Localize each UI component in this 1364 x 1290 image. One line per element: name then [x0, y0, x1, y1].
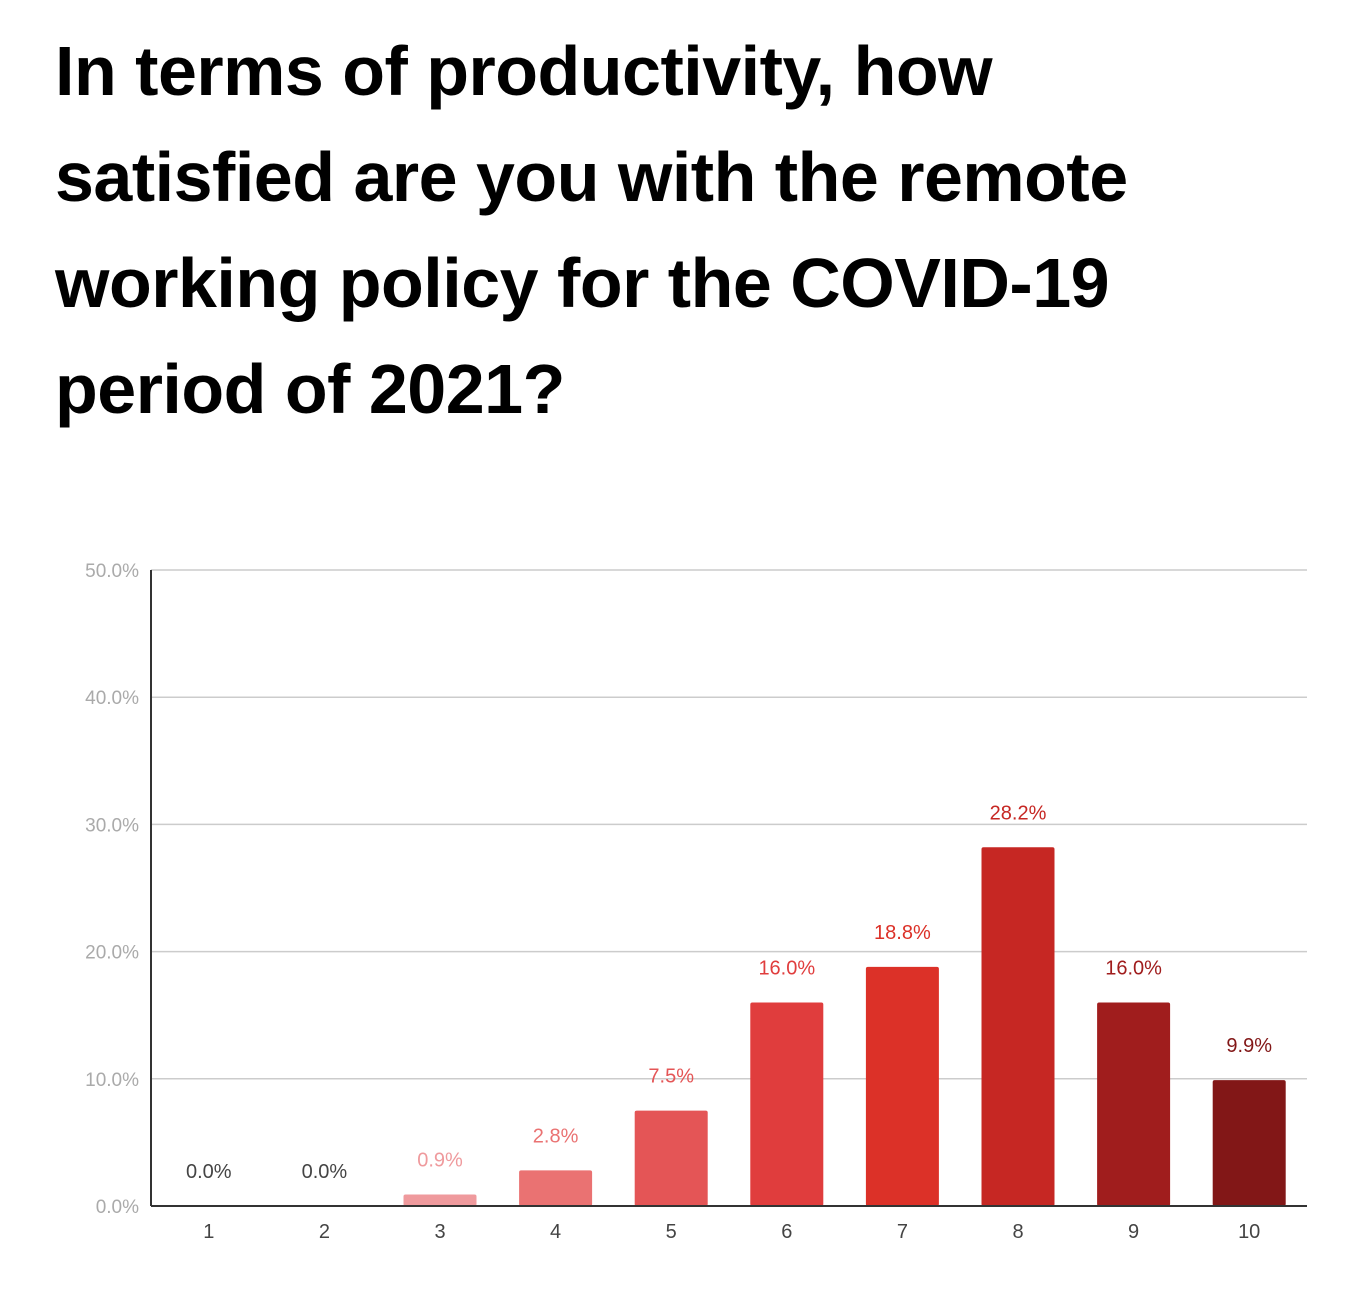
y-tick-label: 30.0% — [85, 815, 139, 836]
y-tick-label: 20.0% — [85, 943, 139, 964]
axes — [150, 570, 1307, 1207]
y-tick-label: 0.0% — [96, 1197, 139, 1218]
x-axis-tick-labels: 1 2 3 4 5 6 7 8 9 10 — [203, 1221, 1260, 1243]
bar-value-label: 0.0% — [186, 1161, 232, 1183]
bar-value-label: 18.8% — [874, 922, 931, 944]
bar-value-label: 0.9% — [417, 1150, 463, 1172]
y-axis-tick-labels: 0.0% 10.0% 20.0% 30.0% 40.0% 50.0% — [85, 561, 139, 1218]
bar — [981, 847, 1055, 1206]
y-tick-label: 10.0% — [85, 1070, 139, 1091]
bar-value-label: 7.5% — [648, 1066, 694, 1088]
x-tick-label: 2 — [319, 1221, 330, 1243]
bar-value-label: 28.2% — [990, 802, 1047, 824]
bar — [403, 1194, 477, 1206]
x-tick-label: 8 — [1012, 1221, 1023, 1243]
bar — [750, 1002, 824, 1206]
bar — [1212, 1080, 1286, 1206]
chart-title: In terms of productivity, how satisfied … — [55, 32, 1128, 428]
x-tick-label: 5 — [666, 1221, 677, 1243]
y-tick-label: 50.0% — [85, 561, 139, 582]
x-tick-label: 1 — [203, 1221, 214, 1243]
x-tick-label: 10 — [1238, 1221, 1260, 1243]
x-tick-label: 9 — [1128, 1221, 1139, 1243]
x-tick-label: 4 — [550, 1221, 561, 1243]
bar-value-label: 16.0% — [758, 957, 815, 979]
y-tick-label: 40.0% — [85, 688, 139, 709]
bar — [1097, 1002, 1171, 1206]
bar-value-label: 0.0% — [302, 1161, 348, 1183]
bar-value-label: 9.9% — [1226, 1035, 1272, 1057]
bars — [403, 847, 1286, 1206]
bar-value-labels: 0.0% 0.0% 0.9% 2.8% 7.5% 16.0% 18.8% 28.2% 16.0%… — [186, 802, 1272, 1183]
bar-value-label: 16.0% — [1105, 957, 1162, 979]
x-tick-label: 3 — [434, 1221, 445, 1243]
x-tick-label: 7 — [897, 1221, 908, 1243]
bar-value-label: 2.8% — [533, 1125, 579, 1147]
bar — [519, 1170, 593, 1206]
bar — [865, 966, 939, 1206]
x-tick-label: 6 — [781, 1221, 792, 1243]
bar — [634, 1110, 708, 1206]
